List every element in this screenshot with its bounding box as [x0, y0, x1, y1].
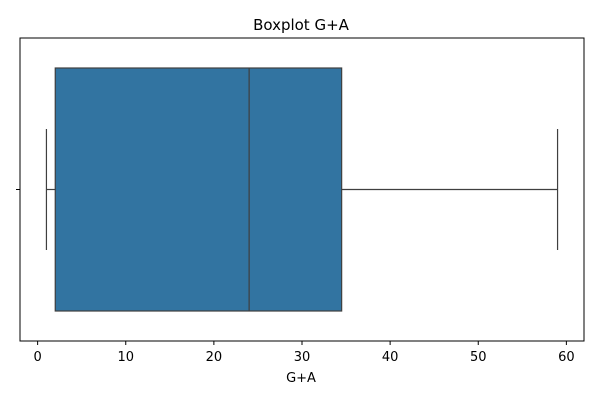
x-tick-label: 50	[470, 350, 487, 365]
x-tick-label: 20	[206, 350, 223, 365]
x-tick-label: 10	[117, 350, 134, 365]
x-tick-label: 40	[382, 350, 399, 365]
box-iqr	[54, 67, 343, 312]
x-axis-label: G+A	[286, 371, 316, 386]
x-tick-label: 30	[294, 350, 311, 365]
chart-title: Boxplot G+A	[253, 16, 350, 34]
x-tick-label: 0	[33, 350, 41, 365]
plot-area: 0 10 20 30 40 50 60	[16, 37, 585, 365]
x-tick-label: 60	[558, 350, 575, 365]
